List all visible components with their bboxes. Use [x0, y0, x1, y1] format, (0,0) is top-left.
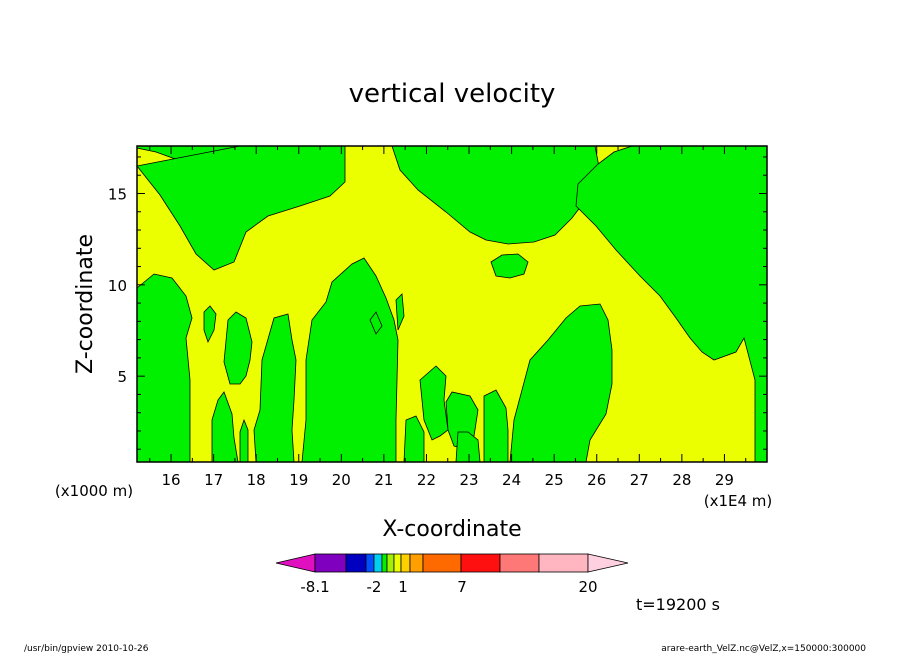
x-tick-label: 27 [630, 471, 649, 489]
colorbar-label: -8.1 [300, 578, 329, 596]
x-unit-right: (x1E4 m) [704, 492, 773, 510]
colorbar-cell [460, 553, 501, 573]
colorbar-label: 1 [398, 578, 408, 596]
plot-frame [136, 145, 768, 463]
colorbar-cell [373, 553, 383, 573]
x-tick-label: 28 [672, 471, 691, 489]
x-axis-label: X-coordinate [382, 517, 521, 542]
colorbar-cell [386, 553, 395, 573]
contour-region [509, 303, 613, 463]
colorbar-arrow-right [587, 553, 629, 573]
x-tick-label: 22 [417, 471, 436, 489]
colorbar-arrow-left [275, 553, 316, 573]
contour-region [395, 293, 405, 331]
colorbar-label: 7 [457, 578, 467, 596]
contour-region [575, 145, 768, 463]
plot-area: 16 17 18 19 20 21 22 23 24 25 26 27 28 29 5 10 15 [108, 145, 768, 489]
x-tick-label: 25 [545, 471, 564, 489]
contour-region [490, 253, 529, 279]
footer-left: /usr/bin/gpview 2010-10-26 [24, 644, 149, 654]
x-tick-label: 20 [332, 471, 351, 489]
y-tick-label: 5 [117, 368, 127, 386]
contour-region [301, 257, 399, 463]
colorbar-label: 20 [578, 578, 597, 596]
colorbar [275, 553, 629, 573]
y-axis-label: Z-coordinate [73, 234, 98, 374]
y-axis: 5 10 15 [108, 156, 767, 450]
contour-region [203, 305, 217, 344]
x-tick-label: 24 [502, 471, 521, 489]
contour-region [369, 311, 383, 335]
x-unit-left: (x1000 m) [55, 482, 133, 500]
x-tick-label: 29 [715, 471, 734, 489]
x-tick-label: 19 [289, 471, 308, 489]
colorbar-labels: -8.1 -2 1 7 20 [300, 578, 597, 596]
colorbar-cell [393, 553, 402, 573]
time-label: t=19200 s [636, 595, 720, 614]
colorbar-cell [365, 553, 375, 573]
contour-region [455, 431, 481, 463]
colorbar-cell [381, 553, 388, 573]
colorbar-label: -2 [367, 578, 382, 596]
colorbar-cell [345, 553, 367, 573]
x-tick-label: 21 [374, 471, 393, 489]
x-tick-label: 17 [204, 471, 223, 489]
contour-region [253, 313, 297, 463]
colorbar-cell [422, 553, 462, 573]
contour-regions [136, 145, 768, 463]
chart-title: vertical velocity [349, 79, 556, 109]
colorbar-cell [499, 553, 540, 573]
contour-region [223, 311, 253, 385]
colorbar-cell [400, 553, 411, 573]
x-tick-label: 18 [247, 471, 266, 489]
colorbar-cell [314, 553, 347, 573]
y-tick-label: 15 [108, 185, 127, 203]
x-axis: 16 17 18 19 20 21 22 23 24 25 26 27 28 29 [149, 146, 747, 489]
x-tick-label: 16 [162, 471, 181, 489]
colorbar-cell [538, 553, 589, 573]
colorbar-cell [409, 553, 424, 573]
contour-region [136, 145, 346, 271]
contour-region [239, 418, 249, 463]
x-tick-label: 26 [587, 471, 606, 489]
footer-right: arare-earth_VelZ.nc@VelZ,x=150000:300000 [661, 644, 866, 654]
contour-region [136, 273, 193, 463]
x-tick-label: 23 [459, 471, 478, 489]
y-tick-label: 10 [108, 277, 127, 295]
